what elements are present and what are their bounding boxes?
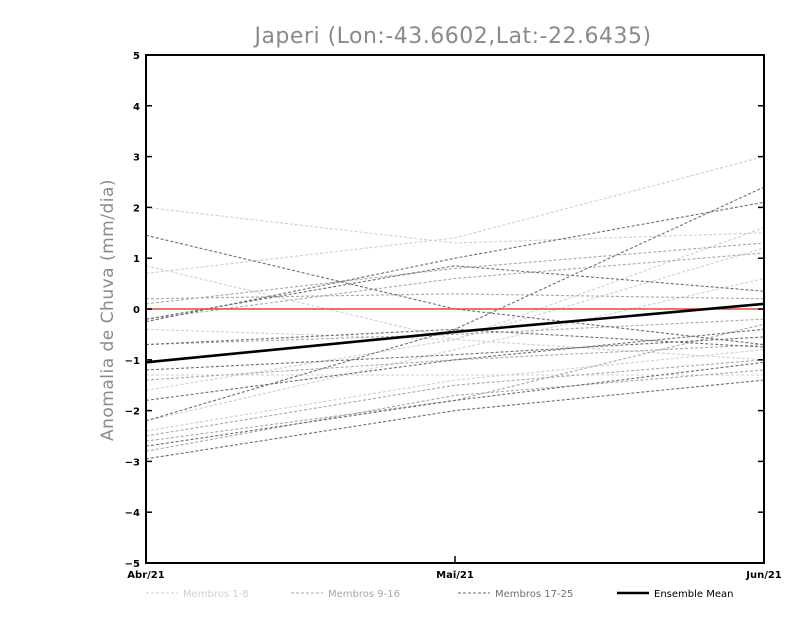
member-line-4 [145,247,765,391]
member-line-23 [145,265,765,320]
x-tick-label: Abr/21 [127,570,164,581]
member-line-13 [145,318,765,346]
y-tick-label: −5 [125,559,140,570]
member-line-20 [145,328,765,401]
legend-label-g2: Membros 9-16 [328,589,400,600]
y-tick-label: 1 [133,254,140,265]
member-line-3 [145,265,765,361]
y-tick-label: 3 [133,153,140,164]
series-layer [145,156,765,460]
legend: Membros 1-8 Membros 9-16 Membros 17-25 Ense… [146,589,733,600]
y-tick-label: −1 [125,356,140,367]
member-line-1 [145,206,765,244]
member-line-18 [145,201,765,323]
y-tick-label: 4 [133,102,140,113]
y-tick-label: 0 [133,305,140,316]
member-line-21 [145,379,765,460]
x-tick-label: Mai/21 [436,570,474,581]
member-line-10 [145,359,765,437]
member-line-12 [145,344,765,381]
y-tick-label: 5 [133,51,140,62]
legend-label-g1: Membros 1-8 [183,589,249,600]
member-line-22 [145,328,765,348]
member-line-2 [145,156,765,274]
member-line-17 [145,234,765,346]
member-line-24 [145,336,765,371]
member-line-5 [145,349,765,432]
member-line-9 [145,242,765,305]
y-tick-label: 2 [133,203,140,214]
member-line-25 [145,361,765,447]
chart-title: Japeri (Lon:-43.6602,Lat:-22.6435) [252,24,651,49]
y-axis-label: Anomalia de Chuva (mm/dia) [98,179,118,441]
member-line-16 [145,252,765,320]
legend-label-g3: Membros 17-25 [495,589,573,600]
legend-label-mean: Ensemble Mean [654,589,733,600]
x-tick-label: Jun/21 [745,570,782,581]
ensemble-mean-line [145,302,765,364]
member-line-15 [145,293,765,300]
member-line-19 [145,186,765,422]
y-tick-label: −2 [125,407,140,418]
y-tick-label: −3 [125,457,140,468]
mean-layer [145,302,765,364]
x-axis-ticks: Abr/21 Mai/21 Jun/21 [127,556,782,581]
member-line-7 [145,277,765,422]
y-axis-ticks: −5 −4 −3 −2 −1 0 1 2 3 4 5 [125,51,764,570]
y-tick-label: −4 [125,508,140,519]
member-line-14 [145,369,765,452]
